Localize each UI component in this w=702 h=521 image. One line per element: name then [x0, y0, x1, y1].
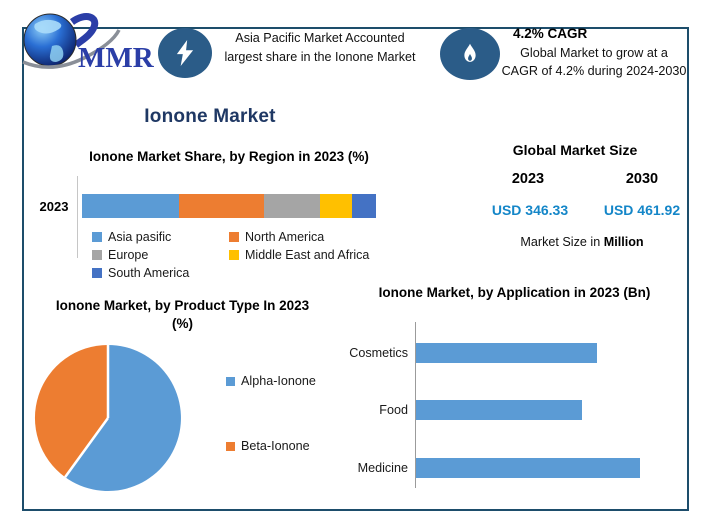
logo-two-swoosh	[69, 13, 99, 48]
legend-swatch	[229, 232, 239, 242]
pie-slice	[34, 344, 108, 478]
legend-swatch	[226, 441, 235, 451]
pie-divider	[64, 417, 110, 478]
region-chart-title: Ionone Market Share, by Region in 2023 (…	[89, 149, 369, 164]
market-size-heading: Global Market Size	[512, 142, 638, 158]
legend-swatch	[92, 268, 102, 278]
application-row: Cosmetics	[330, 342, 597, 363]
region-legend: Asia pasific North America Europe Middle Ea…	[92, 230, 397, 280]
legend-label: Beta-Ionone	[241, 439, 310, 453]
legend-label: South America	[108, 266, 190, 280]
legend-item: Asia pasific	[92, 230, 229, 244]
market-size-year-2023: 2023	[511, 171, 545, 187]
page-title: Ionone Market	[144, 106, 276, 127]
cagr-body: Global Market to grow at a CAGR of 4.2% …	[501, 46, 687, 79]
product-pie-chart	[33, 343, 183, 493]
market-size-note: Market Size in Million	[492, 235, 672, 249]
logo-text: MMR	[78, 42, 155, 74]
frame-border	[22, 27, 689, 511]
application-category-label: Cosmetics	[349, 345, 408, 360]
region-bar-segment	[264, 194, 321, 218]
legend-item: North America	[229, 230, 397, 244]
pie-legend-item-beta: Beta-Ionone	[226, 439, 310, 453]
region-bar-segment	[320, 194, 353, 218]
pie-slice	[65, 345, 181, 491]
application-axis-line	[415, 322, 416, 488]
mmr-logo: MMR	[22, 10, 164, 78]
legend-swatch	[92, 232, 102, 242]
logo-continent-south	[49, 45, 64, 62]
legend-swatch	[229, 250, 239, 260]
flame-badge	[440, 28, 500, 80]
region-bar-segment	[179, 194, 265, 218]
application-row: Food	[330, 400, 582, 421]
application-chart-title: Ionone Market, by Application in 2023 (B…	[378, 285, 651, 300]
market-size-year-2030: 2030	[625, 171, 659, 187]
legend-label: North America	[245, 230, 325, 244]
pie-legend-item-alpha: Alpha-Ionone	[226, 374, 316, 388]
application-bar	[416, 457, 640, 478]
region-year-label: 2023	[39, 199, 69, 214]
legend-label: Alpha-Ionone	[241, 374, 316, 388]
legend-item: Middle East and Africa	[229, 248, 397, 262]
legend-swatch	[226, 376, 235, 386]
logo-swoosh	[22, 29, 121, 69]
application-row: Medicine	[330, 457, 640, 478]
application-rows: Cosmetics Food Medicine	[330, 331, 670, 491]
cagr-title: 4.2% CAGR	[513, 26, 588, 41]
legend-swatch	[92, 250, 102, 260]
application-category-label: Medicine	[357, 460, 408, 475]
lightning-icon	[176, 40, 194, 66]
legend-item: South America	[92, 266, 229, 280]
lightning-badge	[158, 28, 212, 78]
region-stacked-bar	[82, 194, 376, 218]
application-category-label: Food	[379, 403, 408, 417]
cagr-block: 4.2% CAGR Global Market to grow at a CAG…	[501, 26, 687, 81]
application-bar	[416, 342, 597, 363]
region-bar-segment	[352, 194, 376, 218]
legend-item: Europe	[92, 248, 229, 262]
logo-continent-north	[34, 19, 62, 34]
legend-label: Europe	[108, 248, 149, 262]
legend-label: Asia pasific	[108, 230, 172, 244]
market-size-note-bold: Million	[603, 235, 644, 249]
market-size-value-2023: USD 346.33	[491, 202, 569, 218]
flame-icon	[464, 43, 476, 62]
market-size-note-regular: Market Size in	[520, 235, 604, 249]
globe-icon: MMR	[22, 13, 155, 74]
highlight-text: Asia Pacific Market Accounted largest sh…	[224, 31, 416, 64]
product-pie-svg	[34, 344, 181, 491]
application-bar	[416, 400, 582, 420]
region-bar-segment	[82, 194, 180, 218]
region-axis-line	[77, 176, 78, 258]
legend-label: Middle East and Africa	[245, 248, 370, 262]
product-chart-title: Ionone Market, by Product Type In 2023 (…	[55, 298, 310, 332]
market-size-value-2030: USD 461.92	[603, 202, 681, 218]
